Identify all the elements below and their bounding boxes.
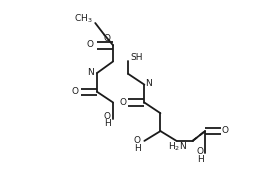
Text: CH$_3$: CH$_3$	[74, 13, 93, 25]
Text: O: O	[134, 136, 141, 145]
Text: O: O	[222, 126, 229, 135]
Text: N: N	[145, 79, 152, 88]
Text: H$_2$N: H$_2$N	[168, 141, 187, 153]
Text: O: O	[104, 34, 111, 43]
Text: H: H	[104, 120, 110, 129]
Text: O: O	[103, 112, 110, 121]
Text: O: O	[120, 98, 127, 107]
Text: O: O	[197, 147, 204, 156]
Text: O: O	[72, 87, 79, 96]
Text: N: N	[88, 68, 94, 77]
Text: H: H	[134, 143, 141, 152]
Text: H: H	[197, 155, 204, 164]
Text: O: O	[87, 40, 94, 49]
Text: SH: SH	[130, 53, 143, 62]
